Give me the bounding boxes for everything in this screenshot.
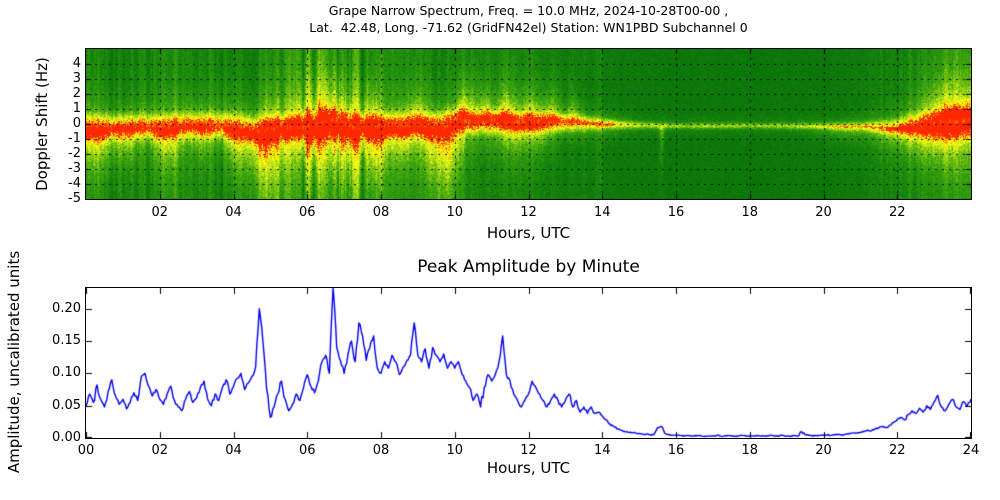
amplitude-x-tick-label: 08	[372, 443, 390, 458]
amplitude-x-tick-label: 04	[225, 443, 242, 458]
spectrogram-x-tick-label: 14	[593, 205, 611, 220]
spectrogram-y-tick-label: 1	[72, 101, 81, 116]
spectrogram-x-tick-label: 08	[372, 205, 390, 220]
spectrogram-x-tick-label: 18	[741, 205, 759, 220]
spectrogram-x-tick-label: 04	[225, 205, 242, 220]
spectrogram-y-tick-label: 4	[72, 56, 81, 71]
spectrogram-x-tick-label: 16	[667, 205, 685, 220]
amplitude-x-tick-label: 24	[962, 443, 980, 458]
spectrogram-x-tick-label: 10	[446, 205, 464, 220]
spectrogram-y-tick-label: -5	[68, 191, 81, 206]
spectrogram-y-tick-label: -3	[68, 161, 81, 176]
spectrogram-y-tick-label: 2	[72, 86, 81, 101]
spectrogram-canvas	[86, 49, 971, 199]
amplitude-x-tick-label: 18	[741, 443, 759, 458]
amplitude-y-tick-label: 0.20	[52, 300, 81, 316]
amplitude-y-tick-label: 0.10	[52, 365, 81, 381]
spectrogram-y-tick-label: -2	[68, 146, 81, 161]
spectrogram-y-tick-label: 3	[72, 71, 81, 86]
spectrogram-x-tick-label: 02	[151, 205, 169, 220]
amplitude-x-tick-label: 06	[298, 443, 316, 458]
amplitude-canvas	[86, 288, 971, 438]
spectrogram-y-tick-label: -1	[68, 131, 81, 146]
amplitude-y-axis-label: Amplitude, uncalibrated units	[5, 250, 23, 474]
amplitude-plot-area	[85, 287, 972, 439]
spectrogram-x-tick-label: 20	[815, 205, 832, 220]
amplitude-x-axis-label: Hours, UTC	[486, 459, 571, 477]
amplitude-x-tick-label: 10	[446, 443, 464, 458]
amplitude-y-tick-label: 0.15	[52, 333, 81, 349]
amplitude-x-tick-label: 20	[815, 443, 832, 458]
spectrogram-plot-area	[85, 48, 972, 200]
amplitude-x-tick-label: 22	[888, 443, 906, 458]
amplitude-x-tick-label: 12	[520, 443, 537, 458]
spectrogram-y-tick-label: -4	[68, 176, 81, 191]
spectrogram-x-axis-label: Hours, UTC	[486, 224, 571, 242]
spectrogram-title-line2: Lat. 42.48, Long. -71.62 (GridFN42el) St…	[309, 20, 748, 35]
amplitude-x-tick-label: 00	[77, 443, 95, 458]
amplitude-y-tick-label: 0.05	[52, 397, 81, 413]
amplitude-x-tick-label: 14	[593, 443, 611, 458]
spectrogram-x-tick-label: 22	[888, 205, 906, 220]
amplitude-x-tick-label: 02	[151, 443, 169, 458]
spectrogram-y-tick-label: 0	[72, 116, 81, 131]
spectrogram-title-line1: Grape Narrow Spectrum, Freq. = 10.0 MHz,…	[328, 3, 729, 18]
spectrogram-x-tick-label: 12	[520, 205, 537, 220]
amplitude-title: Peak Amplitude by Minute	[417, 257, 640, 277]
amplitude-x-tick-label: 16	[667, 443, 685, 458]
amplitude-y-tick-label: 0.00	[52, 430, 81, 445]
spectrogram-x-tick-label: 06	[298, 205, 316, 220]
